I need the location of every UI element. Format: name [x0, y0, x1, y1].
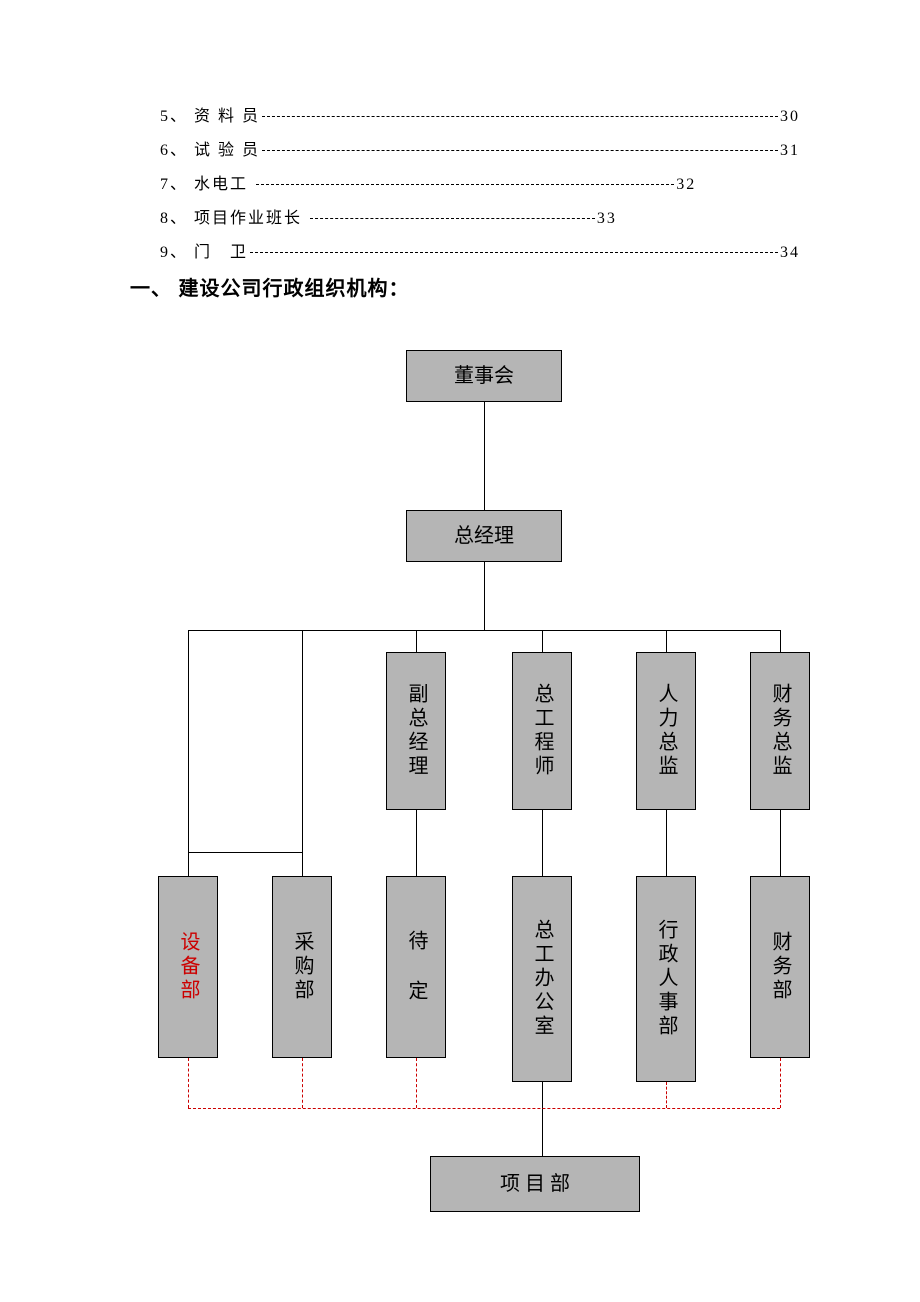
connector-line: [542, 630, 543, 652]
org-node-hr: 人力总监: [636, 652, 696, 810]
toc-leader: [256, 184, 674, 185]
connector-line: [780, 810, 781, 876]
toc-page: 31: [780, 134, 800, 168]
connector-dash-line: [188, 1108, 780, 1109]
toc-item: 5、 资 料 员 30: [160, 100, 800, 134]
connector-line: [416, 630, 417, 652]
org-node-project: 项 目 部: [430, 1156, 640, 1212]
connector-line: [542, 1082, 543, 1156]
org-node-label: 财务部: [767, 931, 793, 1003]
toc-leader: [250, 252, 778, 253]
org-node-dept_pu: 采购部: [272, 876, 332, 1058]
connector-line: [666, 810, 667, 876]
toc-label: 6、 试 验 员: [160, 134, 260, 168]
connector-line: [484, 402, 485, 510]
connector-line: [416, 810, 417, 876]
connector-line: [666, 630, 667, 652]
connector-line: [484, 562, 485, 630]
org-node-label: 总工办公室: [529, 919, 555, 1039]
toc-leader: [310, 218, 595, 219]
page: 5、 资 料 员306、 试 验 员317、 水电工 328、 项目作业班长 3…: [0, 0, 920, 1302]
org-node-dept_tb: 待 定: [386, 876, 446, 1058]
toc-list: 5、 资 料 员306、 试 验 员317、 水电工 328、 项目作业班长 3…: [160, 100, 800, 270]
toc-page: 30: [780, 100, 800, 134]
org-node-label: 采购部: [289, 931, 315, 1003]
org-node-label: 人力总监: [653, 683, 679, 779]
toc-leader: [262, 150, 778, 151]
org-node-vgm: 副总经理: [386, 652, 446, 810]
org-node-gm: 总经理: [406, 510, 562, 562]
org-node-dept_ceo: 总工办公室: [512, 876, 572, 1082]
toc-label: 9、 门 卫: [160, 236, 248, 270]
org-node-label: 董事会: [454, 363, 514, 389]
org-node-ce: 总工程师: [512, 652, 572, 810]
connector-line: [302, 630, 303, 876]
connector-line: [188, 630, 189, 876]
org-node-fin: 财务总监: [750, 652, 810, 810]
toc-page: 34: [780, 236, 800, 270]
connector-dash-line: [302, 1058, 303, 1108]
org-node-board: 董事会: [406, 350, 562, 402]
connector-line: [188, 630, 780, 631]
org-node-label: 待 定: [403, 930, 429, 1004]
org-node-label: 总工程师: [529, 683, 555, 779]
connector-dash-line: [416, 1058, 417, 1108]
org-node-label: 设备部: [175, 931, 201, 1003]
toc-label: 7、 水电工: [160, 168, 254, 202]
org-node-label: 行政人事部: [653, 919, 679, 1039]
toc-label: 5、 资 料 员: [160, 100, 260, 134]
org-node-label: 财务总监: [767, 683, 793, 779]
connector-dash-line: [780, 1058, 781, 1108]
toc-leader: [262, 116, 778, 117]
section-heading: 一、 建设公司行政组织机构：: [130, 272, 410, 301]
toc-label: 8、 项目作业班长: [160, 202, 308, 236]
toc-item: 6、 试 验 员 31: [160, 134, 800, 168]
connector-line: [188, 852, 302, 853]
toc-page: 32: [676, 168, 696, 202]
org-node-dept_eq: 设备部: [158, 876, 218, 1058]
connector-line: [780, 630, 781, 652]
org-node-label: 副总经理: [403, 683, 429, 779]
connector-dash-line: [188, 1058, 189, 1108]
connector-dash-line: [666, 1082, 667, 1108]
toc-item: 9、 门 卫 34: [160, 236, 800, 270]
org-node-dept_fn: 财务部: [750, 876, 810, 1058]
org-node-label: 总经理: [454, 523, 514, 549]
org-node-label: 项 目 部: [500, 1171, 570, 1197]
toc-item: 8、 项目作业班长 33: [160, 202, 651, 236]
connector-line: [542, 810, 543, 876]
toc-item: 7、 水电工 32: [160, 168, 741, 202]
toc-page: 33: [597, 202, 617, 236]
org-node-dept_hr: 行政人事部: [636, 876, 696, 1082]
